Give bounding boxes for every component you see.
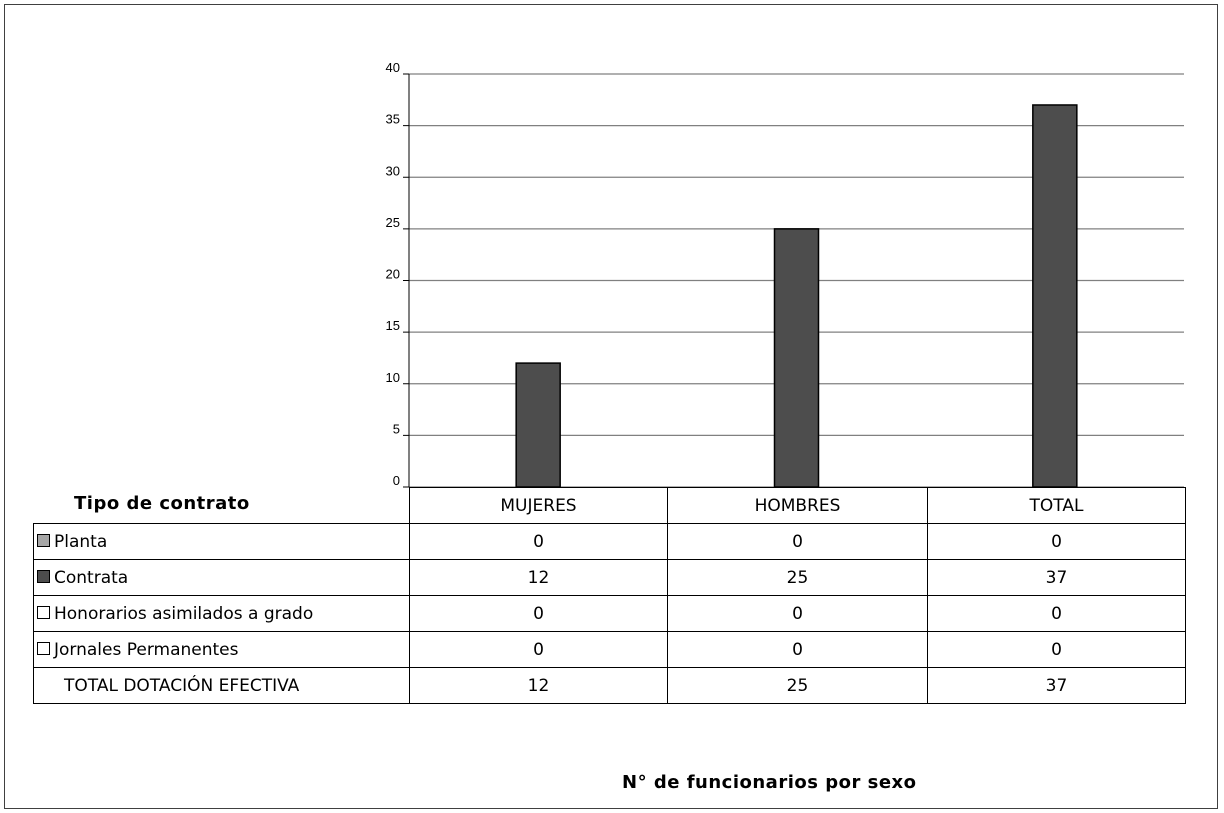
data-table: MUJERES HOMBRES TOTAL Planta 0 0 0 Contr… xyxy=(33,487,1186,704)
bar xyxy=(1032,104,1078,488)
bar xyxy=(515,362,561,488)
y-tick-label: 5 xyxy=(393,421,400,436)
table-total-row: TOTAL DOTACIÓN EFECTIVA 12 25 37 xyxy=(33,667,1186,704)
data-cell: 0 xyxy=(927,631,1186,668)
y-tick-label: 40 xyxy=(386,60,400,75)
data-cell: 0 xyxy=(409,523,668,560)
y-tick-label: 35 xyxy=(386,112,400,127)
total-label: TOTAL DOTACIÓN EFECTIVA xyxy=(33,667,410,704)
table-row: Contrata 12 25 37 xyxy=(33,559,1186,596)
legend-swatch xyxy=(37,641,50,655)
data-cell: 0 xyxy=(409,595,668,632)
category-label: MUJERES xyxy=(409,487,668,524)
series-label: Contrata xyxy=(54,567,129,588)
data-cell: 0 xyxy=(667,595,928,632)
x-axis-title: N° de funcionarios por sexo xyxy=(622,772,917,793)
series-label-cell: Contrata xyxy=(33,559,410,596)
y-tick-label: 20 xyxy=(386,267,400,282)
bar xyxy=(773,228,820,488)
y-tick-label: 25 xyxy=(386,215,400,230)
table-header-row: MUJERES HOMBRES TOTAL xyxy=(33,487,1186,524)
data-cell: 12 xyxy=(409,559,668,596)
total-cell: 25 xyxy=(667,667,928,704)
data-cell: 37 xyxy=(927,559,1186,596)
table-row: Planta 0 0 0 xyxy=(33,523,1186,560)
table-row: Honorarios asimilados a grado 0 0 0 xyxy=(33,595,1186,632)
table-row: Jornales Permanentes 0 0 0 xyxy=(33,631,1186,668)
y-tick-label: 0 xyxy=(393,473,400,488)
data-cell: 0 xyxy=(927,523,1186,560)
legend-swatch xyxy=(37,569,50,583)
legend-swatch xyxy=(37,605,50,619)
category-label: HOMBRES xyxy=(667,487,928,524)
data-cell: 0 xyxy=(667,631,928,668)
y-tick-label: 10 xyxy=(386,370,400,385)
total-cell: 37 xyxy=(927,667,1186,704)
series-label: Honorarios asimilados a grado xyxy=(54,603,314,624)
series-label-cell: Honorarios asimilados a grado xyxy=(33,595,410,632)
legend-swatch xyxy=(37,533,50,547)
data-cell: 0 xyxy=(409,631,668,668)
data-cell: 0 xyxy=(927,595,1186,632)
data-cell: 0 xyxy=(667,523,928,560)
chart-frame xyxy=(4,4,1218,809)
total-cell: 12 xyxy=(409,667,668,704)
series-label: Jornales Permanentes xyxy=(54,639,239,660)
y-tick-label: 30 xyxy=(386,163,400,178)
category-label: TOTAL xyxy=(927,487,1186,524)
series-label-cell: Planta xyxy=(33,523,410,560)
table-corner xyxy=(33,487,410,524)
data-cell: 25 xyxy=(667,559,928,596)
series-label: Planta xyxy=(54,531,108,552)
y-tick-label: 15 xyxy=(386,318,400,333)
series-label-cell: Jornales Permanentes xyxy=(33,631,410,668)
